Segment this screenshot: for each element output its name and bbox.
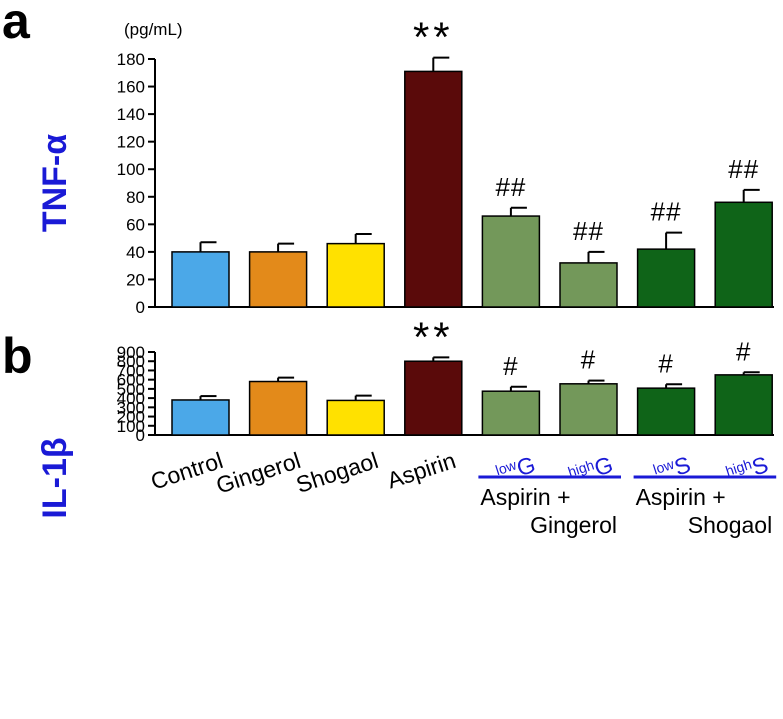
significance-mark: ## bbox=[495, 172, 526, 202]
y-tick-label: 180 bbox=[117, 50, 145, 69]
bar-5 bbox=[481, 215, 541, 308]
significance-mark: # bbox=[658, 348, 673, 378]
category-label: Control bbox=[147, 447, 226, 495]
y-tick-label: 40 bbox=[126, 243, 145, 262]
bar-8 bbox=[714, 374, 773, 436]
bar-1 bbox=[171, 399, 230, 436]
category-label: Gingerol bbox=[213, 447, 304, 499]
category-main: S bbox=[749, 451, 772, 480]
group-label-line2: Shogaol bbox=[688, 512, 772, 538]
bar-4 bbox=[404, 360, 463, 436]
group-label-line2: Gingerol bbox=[530, 512, 617, 538]
category-label: lowS bbox=[651, 451, 694, 487]
significance-mark: ## bbox=[573, 216, 604, 246]
y-tick-label: 700 bbox=[117, 361, 145, 380]
category-main: S bbox=[671, 451, 694, 480]
group-1: Aspirin +Gingerol bbox=[478, 475, 621, 538]
bar-2 bbox=[248, 380, 308, 436]
category-label: Aspirin bbox=[384, 447, 459, 493]
y-tick-label: 100 bbox=[117, 417, 145, 436]
y-axis-title: IL-1β bbox=[36, 437, 74, 518]
y-axis-title: TNF-α bbox=[36, 134, 74, 232]
y-tick-label: 0 bbox=[136, 298, 145, 317]
significance-mark: ** bbox=[413, 313, 454, 360]
category-label: lowG bbox=[493, 451, 538, 488]
unit-label: (pg/mL) bbox=[124, 20, 183, 39]
y-tick-label: 60 bbox=[126, 215, 145, 234]
significance-mark: # bbox=[503, 351, 518, 381]
bar-6 bbox=[559, 262, 618, 308]
y-tick-label: 80 bbox=[126, 188, 145, 207]
y-tick-label: 800 bbox=[117, 352, 145, 371]
category-superscript: low bbox=[651, 455, 677, 477]
panel-a: a (pg/mL) TNF-α 0 20 40 60 80 100 120 140 160 180 ** #… bbox=[2, 0, 774, 317]
bar-7 bbox=[636, 248, 696, 308]
category-label: highS bbox=[723, 451, 771, 489]
bar-6 bbox=[559, 383, 618, 436]
bar-7 bbox=[636, 387, 696, 436]
bar-2 bbox=[248, 251, 308, 308]
y-tick-label: 400 bbox=[117, 389, 145, 408]
bar-8 bbox=[714, 201, 773, 308]
category-label: highG bbox=[566, 451, 616, 489]
bar-1 bbox=[171, 251, 230, 308]
y-tick-label: 140 bbox=[117, 105, 145, 124]
y-tick-label: 20 bbox=[126, 270, 145, 289]
y-tick-label: 120 bbox=[117, 133, 145, 152]
panel-letter: a bbox=[2, 0, 31, 49]
group-label-line1: Aspirin + bbox=[636, 484, 726, 510]
y-tick-label: 300 bbox=[117, 398, 145, 417]
significance-mark: ** bbox=[413, 14, 454, 61]
category-superscript: high bbox=[723, 456, 753, 479]
bar-3 bbox=[326, 399, 385, 436]
category-superscript: low bbox=[493, 456, 519, 478]
y-tick-label: 100 bbox=[117, 160, 145, 179]
panel-letter: b bbox=[2, 328, 33, 384]
bar-3 bbox=[326, 242, 385, 308]
significance-mark: ## bbox=[651, 197, 682, 227]
y-tick-label: 0 bbox=[136, 426, 145, 445]
significance-mark: ## bbox=[728, 154, 759, 184]
y-tick-label: 200 bbox=[117, 408, 145, 427]
significance-mark: # bbox=[736, 336, 751, 366]
group-label-line1: Aspirin + bbox=[480, 484, 570, 510]
y-tick-label: 160 bbox=[117, 78, 145, 97]
y-tick-label: 500 bbox=[117, 380, 145, 399]
bar-5 bbox=[481, 390, 541, 436]
significance-mark: # bbox=[581, 345, 596, 375]
y-tick-label: 600 bbox=[117, 371, 145, 390]
group-2: Aspirin +Shogaol bbox=[633, 475, 777, 538]
category-label: Shogaol bbox=[293, 447, 381, 498]
bar-4 bbox=[404, 70, 463, 308]
y-tick-label: 900 bbox=[117, 343, 145, 362]
category-superscript: high bbox=[566, 457, 596, 480]
